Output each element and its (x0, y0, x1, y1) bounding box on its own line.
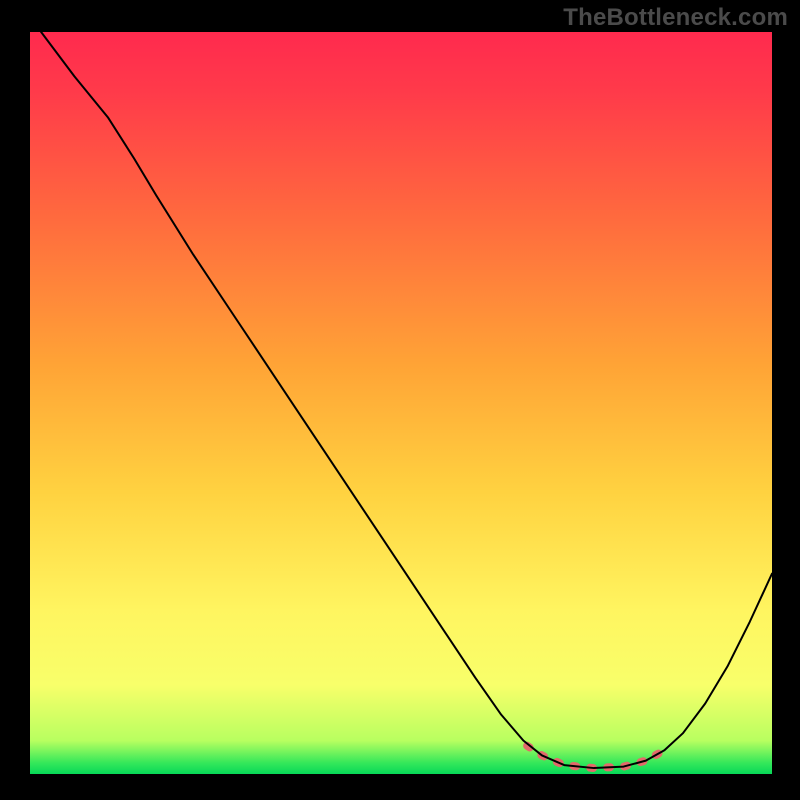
plot-svg (30, 32, 772, 774)
plot-area (30, 32, 772, 774)
gradient-background (30, 32, 772, 774)
watermark-text: TheBottleneck.com (563, 4, 788, 32)
chart-frame: TheBottleneck.com (0, 0, 800, 800)
